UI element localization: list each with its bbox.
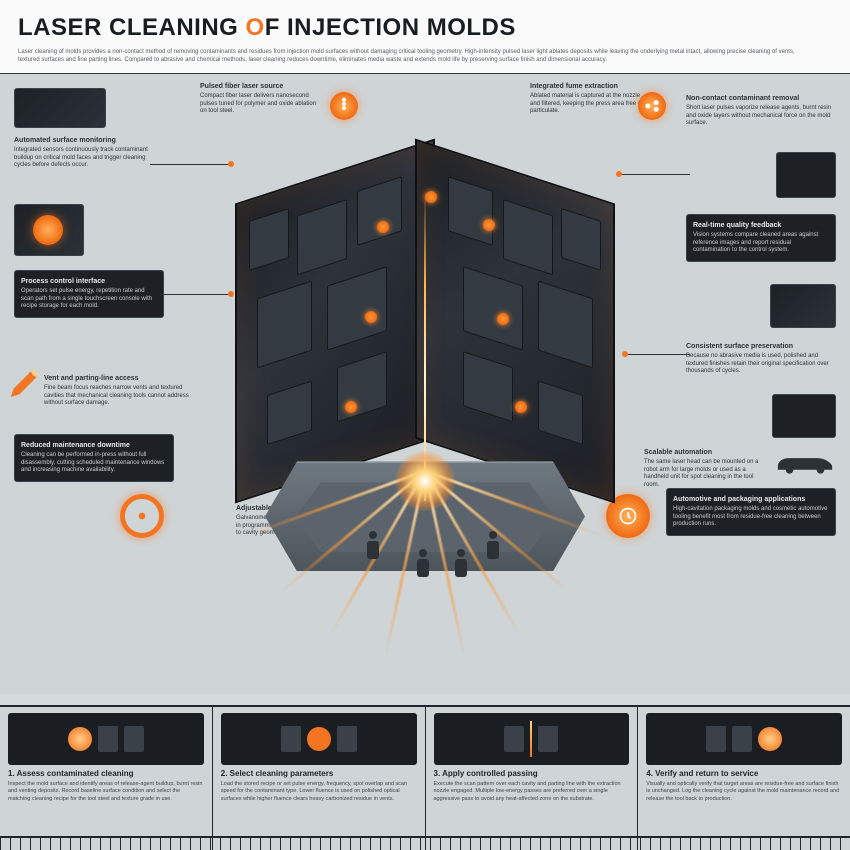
fan-icon (330, 92, 358, 120)
panel-monitor (770, 284, 836, 328)
note-top-right: Integrated fume extraction Ablated mater… (530, 82, 650, 116)
subtitle: Laser cleaning of molds provides a non-c… (18, 48, 798, 65)
panel-equipment (776, 152, 836, 198)
panel-hmi (14, 204, 84, 256)
callout-left-0: Automated surface monitoring Integrated … (14, 136, 154, 170)
car-icon (774, 450, 836, 474)
callout-right-4: Automotive and packaging applications Hi… (666, 488, 836, 536)
target-icon (33, 215, 63, 245)
step-1: 1. Assess contaminated cleaning Inspect … (0, 707, 213, 850)
process-steps: 1. Assess contaminated cleaning Inspect … (0, 705, 850, 850)
callout-left-2: Vent and parting-line access Fine beam f… (44, 374, 194, 408)
callout-left-1: Process control interface Operators set … (14, 270, 164, 318)
page-title: LASER CLEANING OF INJECTION MOLDS (18, 14, 832, 42)
laser-tool-icon (8, 366, 42, 400)
step-2: 2. Select cleaning parameters Load the s… (213, 707, 426, 850)
panel-storage (772, 394, 836, 438)
laser-machine-illustration (215, 151, 635, 591)
callout-right-3: Scalable automation The same laser head … (644, 448, 764, 490)
step-4: 4. Verify and return to service Visually… (638, 707, 850, 850)
step-3: 3. Apply controlled passing Execute the … (426, 707, 639, 850)
callout-right-1: Real-time quality feedback Vision system… (686, 214, 836, 262)
header: LASER CLEANING OF INJECTION MOLDS Laser … (0, 0, 850, 74)
callout-right-2: Consistent surface preservation Because … (686, 342, 836, 376)
panel-control-screen (14, 88, 106, 128)
ruler-footer (0, 836, 850, 850)
callout-left-3: Reduced maintenance downtime Cleaning ca… (14, 434, 174, 482)
note-top-left: Pulsed fiber laser source Compact fiber … (200, 82, 320, 116)
molecule-icon (638, 92, 666, 120)
ablation-spark (395, 451, 455, 511)
sun-icon (120, 494, 164, 538)
callout-right-0: Non-contact contaminant removal Short la… (686, 94, 836, 128)
infographic-body: Automated surface monitoring Integrated … (0, 74, 850, 694)
